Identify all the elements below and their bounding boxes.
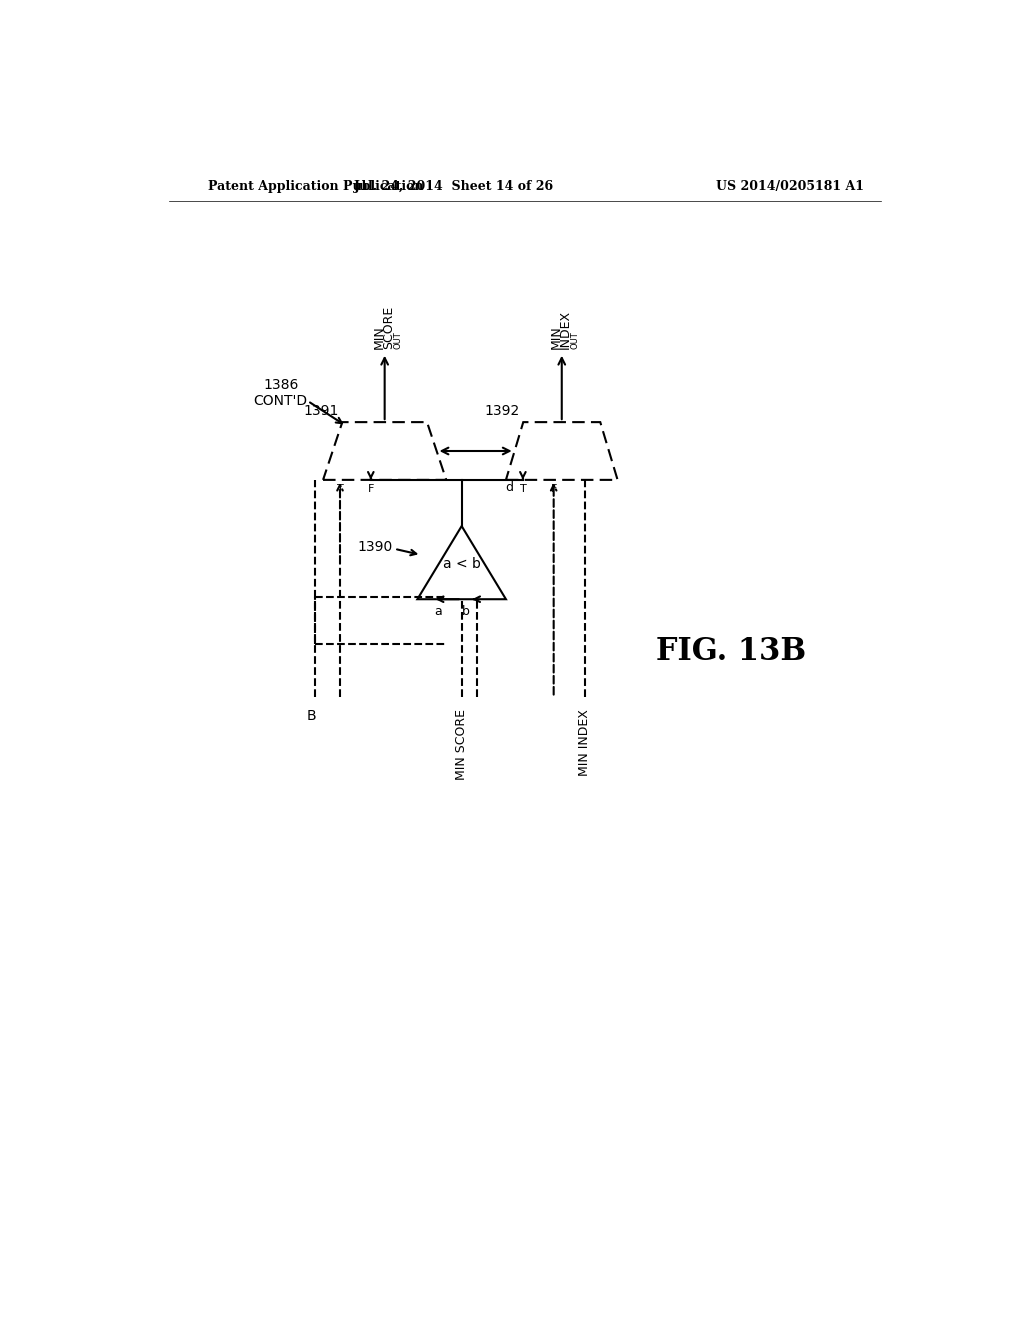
Text: MIN SCORE: MIN SCORE bbox=[455, 709, 468, 780]
Text: US 2014/0205181 A1: US 2014/0205181 A1 bbox=[716, 181, 864, 194]
Text: 1391: 1391 bbox=[303, 404, 339, 418]
Text: SCORE: SCORE bbox=[382, 306, 395, 348]
Text: b: b bbox=[462, 606, 469, 618]
Text: OUT: OUT bbox=[570, 331, 580, 348]
Text: d: d bbox=[506, 480, 514, 494]
Text: Patent Application Publication: Patent Application Publication bbox=[208, 181, 423, 194]
Text: FIG. 13B: FIG. 13B bbox=[656, 636, 806, 667]
Text: MIN: MIN bbox=[373, 325, 386, 348]
Text: MIN INDEX: MIN INDEX bbox=[579, 709, 592, 776]
Text: 1390: 1390 bbox=[357, 540, 392, 554]
Text: INDEX: INDEX bbox=[559, 310, 572, 348]
Text: F: F bbox=[368, 483, 374, 494]
Text: 1392: 1392 bbox=[484, 404, 519, 418]
Text: OUT: OUT bbox=[393, 331, 402, 348]
Text: a: a bbox=[434, 606, 442, 618]
Text: T: T bbox=[337, 483, 343, 494]
Text: F: F bbox=[551, 483, 557, 494]
Text: MIN: MIN bbox=[550, 325, 563, 348]
Text: T: T bbox=[519, 483, 526, 494]
Text: Jul. 24, 2014  Sheet 14 of 26: Jul. 24, 2014 Sheet 14 of 26 bbox=[354, 181, 554, 194]
Text: B: B bbox=[307, 709, 316, 723]
Text: 1386
CONT'D: 1386 CONT'D bbox=[254, 378, 308, 408]
Text: a < b: a < b bbox=[442, 557, 480, 572]
